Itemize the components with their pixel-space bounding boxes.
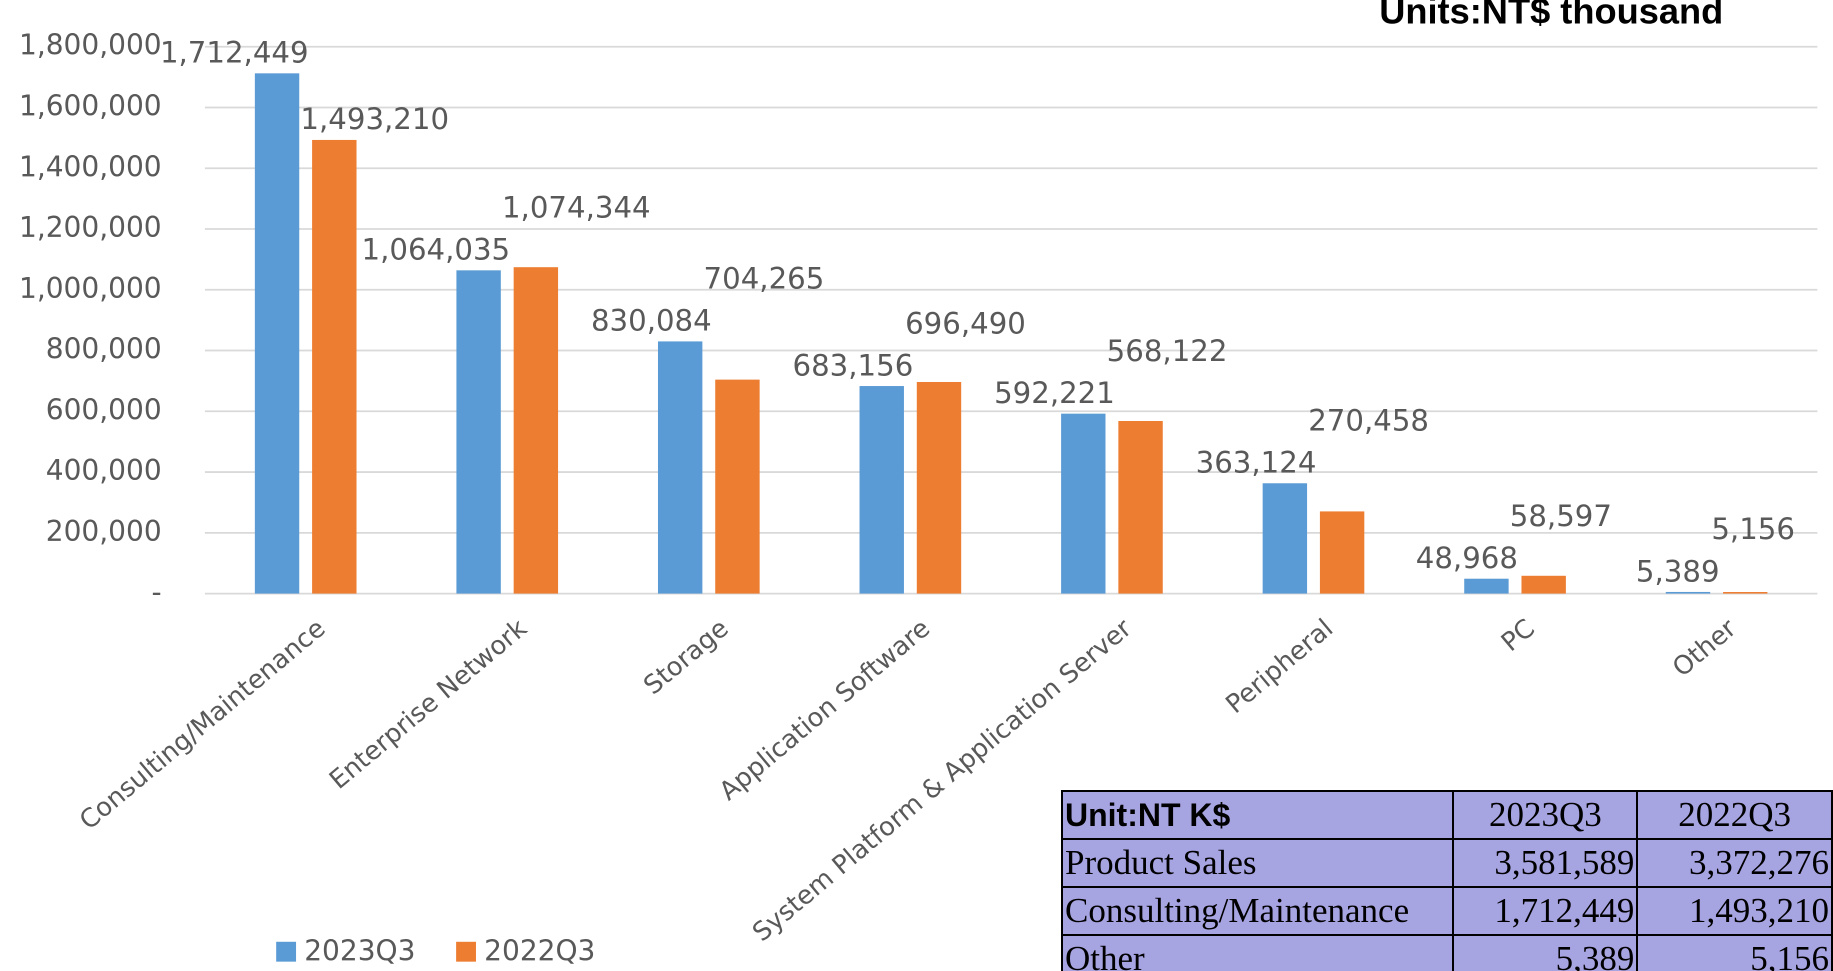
bar — [657, 341, 703, 594]
x-tick-label: Peripheral — [1220, 613, 1339, 719]
bar — [1665, 591, 1711, 594]
x-tick-label: Consulting/Maintenance — [74, 613, 331, 836]
bar — [715, 379, 760, 594]
legend-swatch — [276, 941, 297, 962]
bar — [1723, 592, 1768, 594]
table-cell: 1,493,210 — [1636, 886, 1833, 936]
bar — [1319, 511, 1365, 594]
x-tick-label: Enterprise Network — [324, 613, 533, 795]
data-label: 5,389 — [1636, 554, 1720, 588]
y-tick-label: 1,400,000 — [19, 150, 162, 183]
data-label: 58,597 — [1510, 499, 1612, 533]
data-label: 363,124 — [1196, 446, 1317, 480]
bar — [1262, 483, 1308, 594]
table-cell: Other — [1060, 934, 1455, 971]
table-cell: 1,712,449 — [1452, 886, 1639, 936]
x-tick-label: Other — [1667, 613, 1742, 683]
table-cell: 3,581,589 — [1452, 838, 1639, 888]
data-label: 568,122 — [1107, 334, 1228, 368]
table-cell: 5,389 — [1452, 934, 1639, 971]
bar — [456, 270, 501, 594]
y-tick-label: 1,800,000 — [19, 29, 162, 62]
x-tick-label: Storage — [638, 613, 734, 701]
x-tick-label: Application Software — [714, 613, 936, 806]
y-tick-label: 1,000,000 — [19, 272, 162, 305]
bar — [513, 267, 559, 594]
data-label: 1,712,449 — [160, 36, 309, 70]
y-tick-label: 200,000 — [46, 515, 162, 548]
y-tick-label: 800,000 — [46, 333, 162, 366]
bar — [254, 73, 300, 594]
table-cell: Product Sales — [1060, 838, 1455, 888]
data-table: Unit:NT K$ 2023Q3 2022Q3 Product Sales 3,581… — [1060, 790, 1833, 971]
table-header-row: Unit:NT K$ 2023Q3 2022Q3 — [1060, 790, 1833, 840]
data-label: 48,968 — [1416, 541, 1518, 575]
header-cell: 2022Q3 — [1636, 790, 1833, 840]
chart-title: Units:NT$ thousand — [1379, 0, 1723, 32]
y-tick-label: 1,600,000 — [19, 89, 162, 122]
bar — [1464, 578, 1509, 594]
legend-label: 2022Q3 — [484, 934, 595, 967]
bar — [1061, 413, 1106, 594]
data-label: 830,084 — [591, 304, 712, 338]
data-label: 1,074,344 — [502, 191, 651, 225]
header-cell: 2023Q3 — [1452, 790, 1639, 840]
bar — [916, 381, 962, 594]
table-cell: Consulting/Maintenance — [1060, 886, 1455, 936]
x-tick-label: PC — [1496, 613, 1541, 657]
data-label: 704,265 — [704, 262, 825, 296]
data-label: 683,156 — [793, 348, 914, 382]
legend-swatch — [456, 941, 476, 962]
table-cell: 3,372,276 — [1636, 838, 1833, 888]
data-label: 1,493,210 — [300, 102, 449, 136]
table-row: Consulting/Maintenance 1,712,449 1,493,210 — [1060, 886, 1833, 936]
y-tick-label: - — [152, 576, 162, 609]
data-label: 592,221 — [994, 376, 1115, 410]
bar — [1521, 575, 1566, 594]
y-tick-label: 1,200,000 — [19, 211, 162, 244]
data-label: 270,458 — [1308, 404, 1429, 438]
data-label: 1,064,035 — [362, 233, 511, 267]
table-row: Other 5,389 5,156 — [1060, 934, 1833, 971]
header-cell: Unit:NT K$ — [1060, 790, 1455, 840]
table-cell: 5,156 — [1636, 934, 1833, 971]
data-label: 5,156 — [1711, 512, 1795, 546]
y-tick-label: 600,000 — [46, 393, 162, 426]
legend-label: 2023Q3 — [304, 934, 415, 967]
data-label: 696,490 — [905, 306, 1026, 340]
bar — [312, 139, 357, 594]
table-row: Product Sales 3,581,589 3,372,276 — [1060, 838, 1833, 888]
bar — [859, 386, 904, 594]
bar — [1118, 420, 1163, 594]
y-tick-label: 400,000 — [46, 454, 162, 487]
